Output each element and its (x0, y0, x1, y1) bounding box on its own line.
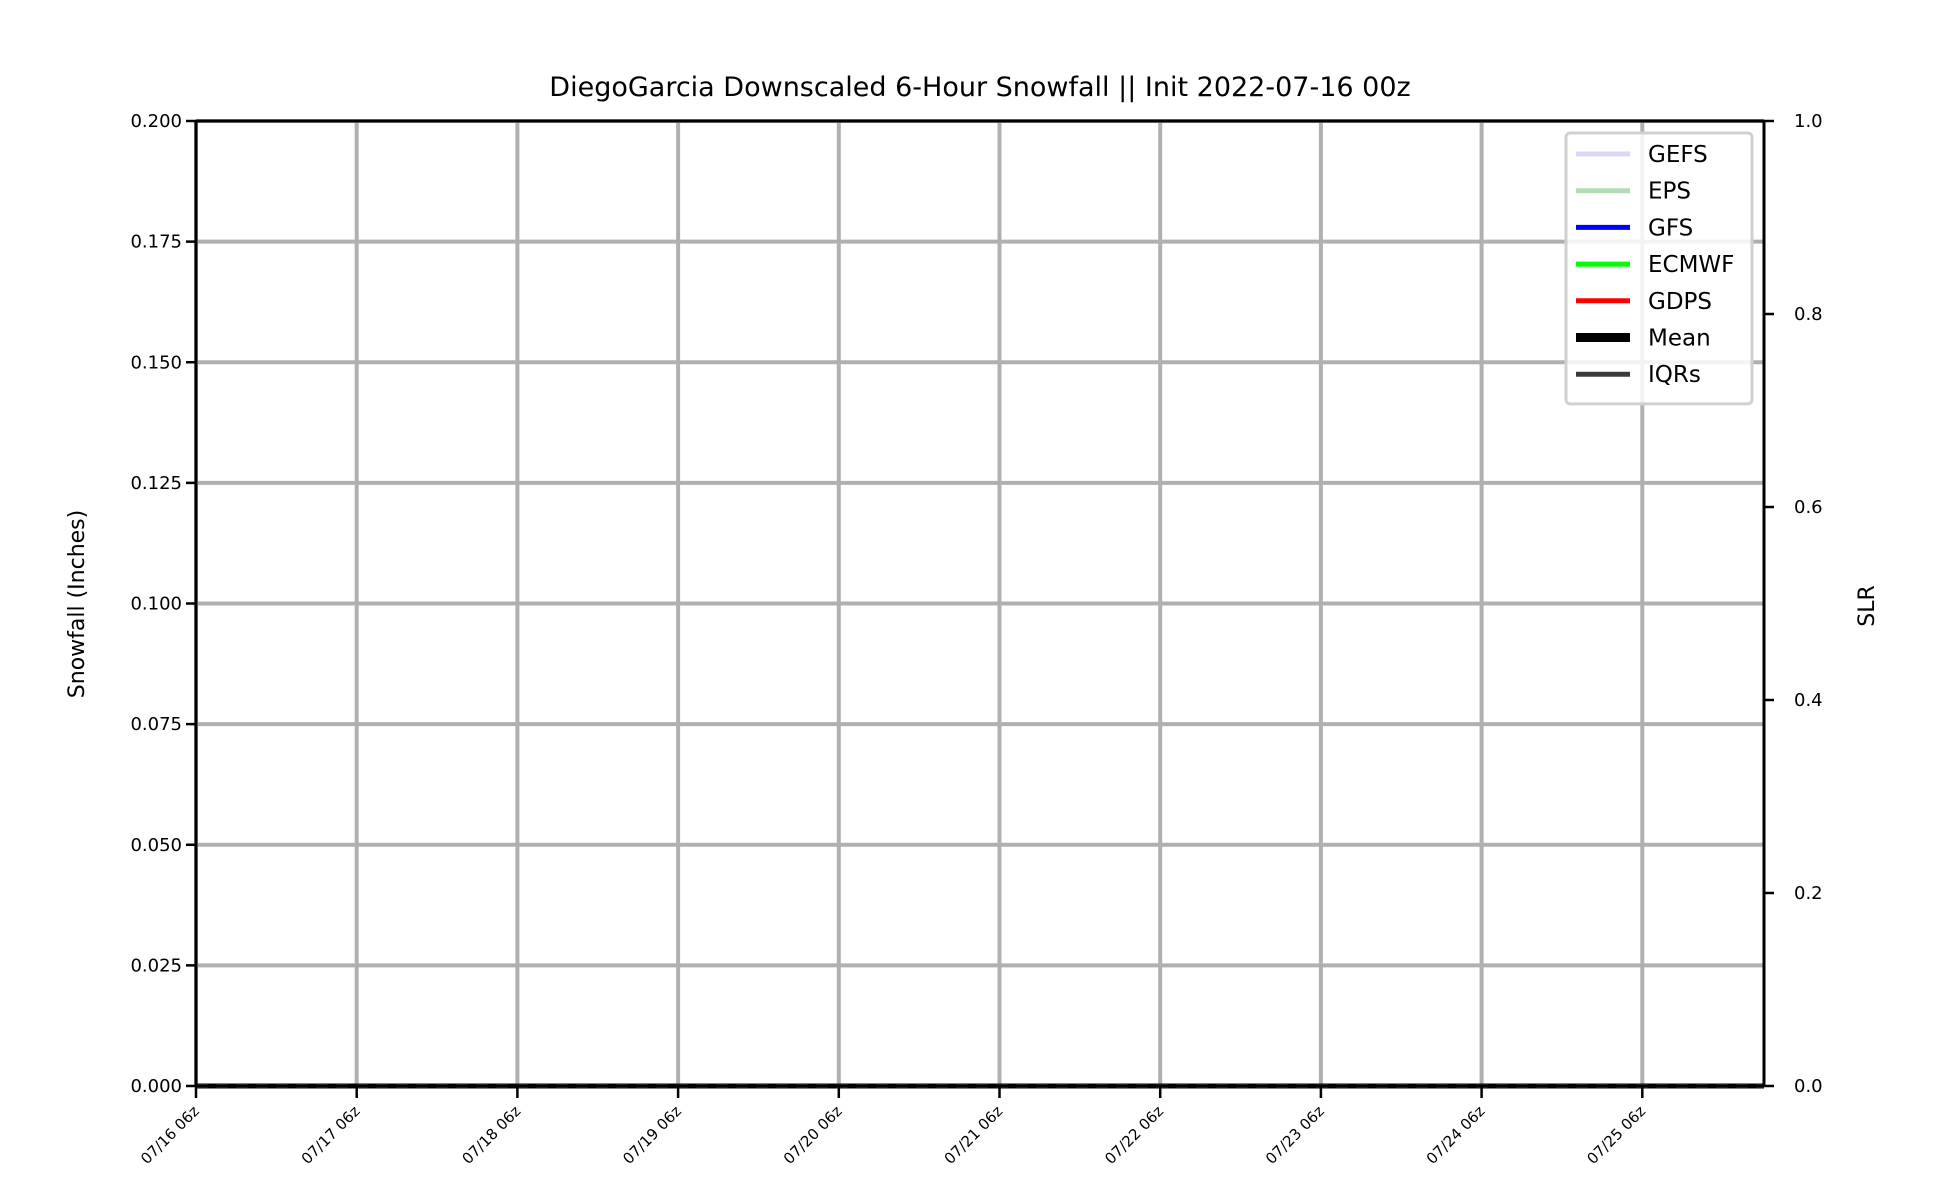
y-tick-label: 0.100 (130, 594, 182, 615)
x-tick-label: 07/20 06z (780, 1102, 846, 1168)
y2-tick-label: 0.8 (1794, 304, 1823, 325)
grid (194, 119, 1764, 1088)
legend: GEFS EPS GFS ECMWF GDPS Mean IQRs (1564, 131, 1754, 406)
legend-label-gfs: GFS (1648, 215, 1693, 241)
x-tick-label: 07/18 06z (458, 1102, 524, 1168)
y-tick-label: 0.175 (130, 232, 182, 253)
y2-tick-label: 0.6 (1794, 497, 1823, 518)
legend-label-iqrs: IQRs (1648, 362, 1701, 388)
legend-label-gdps: GDPS (1648, 289, 1712, 315)
y-tick-label: 0.025 (130, 955, 182, 976)
y2-tick-label: 0.0 (1794, 1076, 1823, 1097)
y-tick-label: 0.000 (130, 1076, 182, 1097)
x-tick-label: 07/24 06z (1423, 1102, 1489, 1168)
legend-label-mean: Mean (1648, 326, 1711, 352)
x-tick-label: 07/19 06z (619, 1102, 685, 1168)
y2-tick-label: 1.0 (1794, 111, 1823, 132)
y-tick-label: 0.125 (130, 473, 182, 494)
y-tick-label: 0.200 (130, 111, 182, 132)
x-tick-label: 07/25 06z (1583, 1102, 1649, 1168)
y-tick-label: 0.075 (130, 714, 182, 735)
x-tick-label: 07/22 06z (1101, 1102, 1167, 1168)
x-tick-label: 07/21 06z (941, 1102, 1007, 1168)
x-tick-label: 07/23 06z (1262, 1102, 1328, 1168)
y-axis-label: Snowfall (Inches) (65, 510, 90, 698)
y-tick-label: 0.150 (130, 352, 182, 373)
y-tick-label: 0.050 (130, 835, 182, 856)
chart-title: DiegoGarcia Downscaled 6-Hour Snowfall |… (549, 72, 1410, 103)
legend-label-ecmwf: ECMWF (1648, 252, 1734, 278)
legend-label-gefs: GEFS (1648, 142, 1708, 168)
x-tick-label: 07/16 06z (137, 1102, 203, 1168)
y2-tick-label: 0.2 (1794, 883, 1823, 904)
y2-tick-label: 0.4 (1794, 690, 1823, 711)
legend-label-eps: EPS (1648, 179, 1691, 205)
x-tick-label: 07/17 06z (298, 1102, 364, 1168)
axes (186, 119, 1774, 1098)
y2-axis-label: SLR (1855, 585, 1880, 627)
